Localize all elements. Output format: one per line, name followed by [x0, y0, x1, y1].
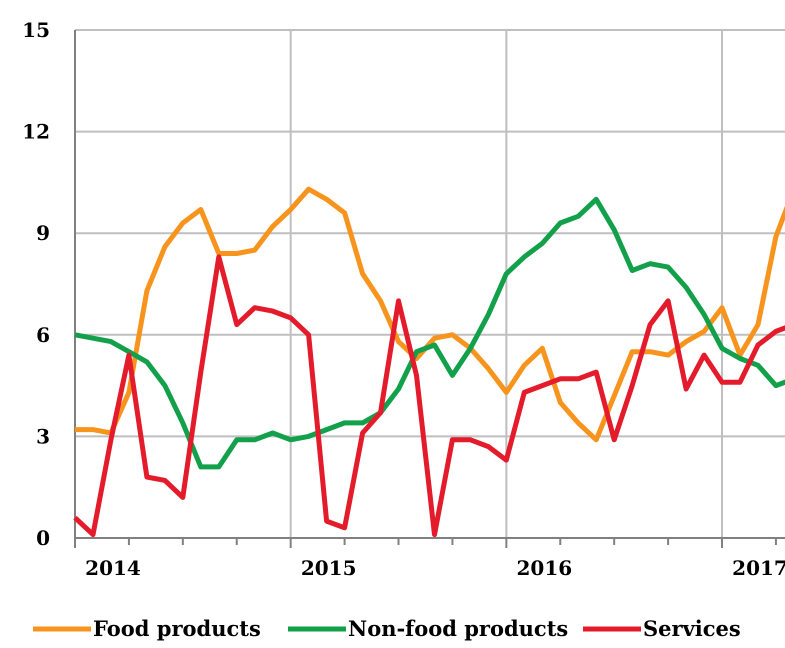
- y-tick-label: 0: [36, 526, 50, 550]
- series-lines: [73, 186, 785, 538]
- y-tick-label: 6: [36, 323, 50, 347]
- series-line-services: [73, 254, 785, 538]
- y-axis-tick-labels: 0 3 6 9 12 15: [22, 18, 50, 550]
- legend-label: Services: [643, 616, 741, 641]
- y-tick-label: 12: [22, 120, 50, 144]
- x-tick-label: 2016: [517, 556, 573, 580]
- legend-label: Non-food products: [348, 616, 568, 641]
- series-line-food-products: [75, 186, 785, 443]
- x-axis-tick-labels: 2014 2015 2016 2017: [85, 556, 785, 580]
- gridlines: [75, 29, 785, 538]
- x-tick-label: 2017: [732, 556, 785, 580]
- x-tick-label: 2014: [85, 556, 141, 580]
- y-tick-label: 15: [22, 18, 50, 42]
- legend-label: Food products: [93, 616, 261, 641]
- series-line-non-food-products: [74, 196, 785, 470]
- x-tick-label: 2015: [301, 556, 357, 580]
- y-tick-label: 9: [36, 221, 50, 245]
- axes: [74, 30, 785, 548]
- y-tick-label: 3: [36, 424, 50, 448]
- legend: Food products Non-food products Services: [33, 616, 741, 641]
